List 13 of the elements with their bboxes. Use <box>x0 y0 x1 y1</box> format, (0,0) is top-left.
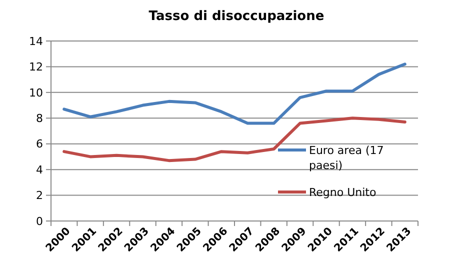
line-series <box>62 116 406 162</box>
line-series <box>62 62 406 125</box>
chart-title: Tasso di disoccupazione <box>148 9 324 24</box>
y-tick-label: 14 <box>29 34 43 48</box>
y-tick-label: 2 <box>36 189 43 202</box>
legend-label: Euro area (17 paesi) <box>309 144 384 172</box>
y-tick-label: 6 <box>36 138 43 151</box>
y-tick-label: 10 <box>29 86 43 100</box>
legend-label: Regno Unito <box>309 186 376 199</box>
y-tick-label: 8 <box>36 112 43 125</box>
y-tick-label: 12 <box>29 60 43 74</box>
y-tick-label: 0 <box>36 214 43 228</box>
y-tick-label: 4 <box>36 163 43 176</box>
